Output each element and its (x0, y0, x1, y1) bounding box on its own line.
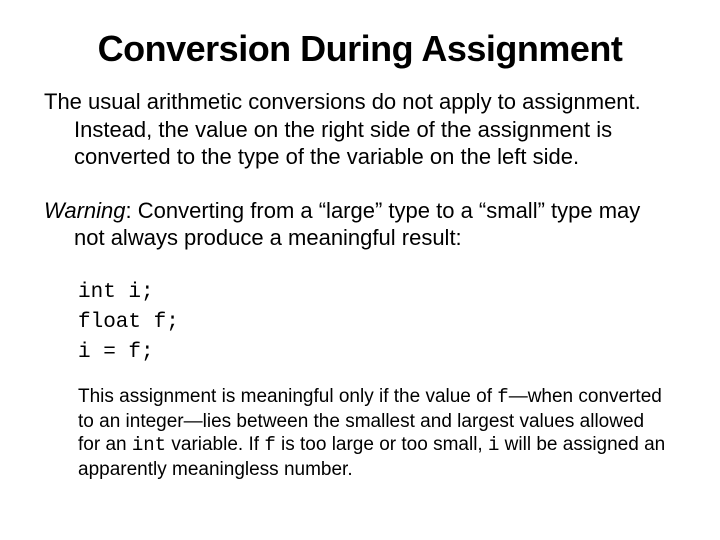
code-line-2: float f; (78, 308, 676, 338)
paragraph-footnote: This assignment is meaningful only if th… (44, 385, 676, 482)
foot-t1: This assignment is meaningful only if th… (78, 386, 497, 407)
warning-sep: : (126, 198, 138, 223)
warning-text: Converting from a “large” type to a “sma… (74, 198, 640, 251)
slide: Conversion During Assignment The usual a… (0, 0, 720, 482)
code-block: int i; float f; i = f; (44, 278, 676, 369)
code-line-3: i = f; (78, 338, 676, 368)
foot-t3: variable. If (166, 434, 264, 455)
slide-title: Conversion During Assignment (44, 28, 676, 70)
warning-label: Warning (44, 198, 126, 223)
foot-code-i: i (488, 434, 499, 456)
foot-code-f1: f (497, 386, 508, 408)
paragraph-intro-text: The usual arithmetic conversions do not … (44, 88, 676, 171)
foot-t4: is too large or too small, (276, 434, 488, 455)
paragraph-intro: The usual arithmetic conversions do not … (44, 88, 676, 171)
paragraph-warning-line: Warning: Converting from a “large” type … (44, 197, 676, 252)
foot-code-f2: f (264, 434, 275, 456)
foot-code-int: int (132, 434, 166, 456)
code-line-1: int i; (78, 278, 676, 308)
paragraph-warning: Warning: Converting from a “large” type … (44, 197, 676, 252)
